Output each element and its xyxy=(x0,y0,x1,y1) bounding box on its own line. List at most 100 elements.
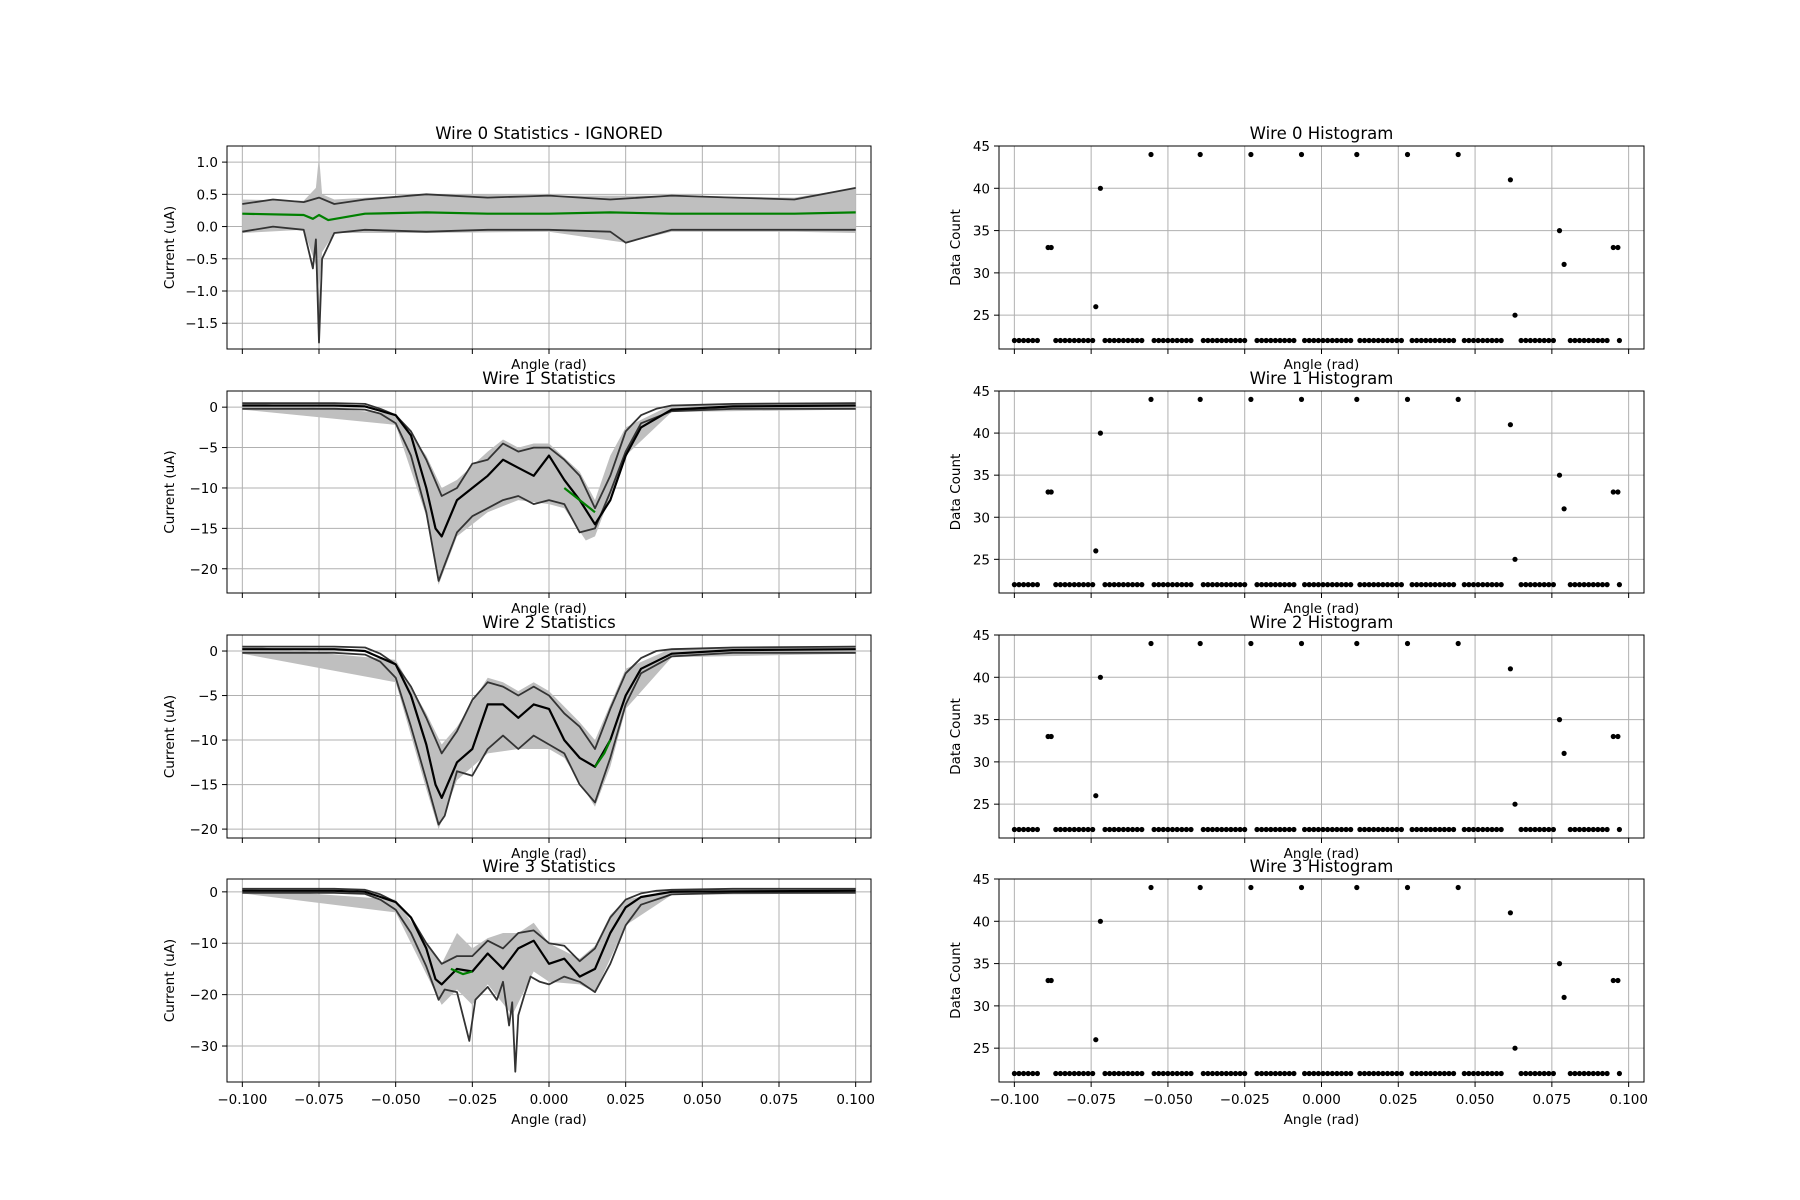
data-point xyxy=(1048,244,1054,251)
data-point xyxy=(1302,582,1308,588)
y-axis-label: Current (uA) xyxy=(162,939,178,1022)
data-point xyxy=(1228,582,1234,588)
x-tick-label: 0.050 xyxy=(683,1092,722,1108)
series-line-mean xyxy=(242,889,856,986)
y-tick-label: 35 xyxy=(973,224,990,240)
data-point xyxy=(1338,337,1345,344)
y-axis-label: Data Count xyxy=(948,209,964,286)
data-point xyxy=(1604,1070,1610,1077)
plot-area xyxy=(1011,884,1622,1077)
data-point xyxy=(1062,337,1068,344)
data-point xyxy=(1375,826,1381,833)
x-axis-label: Angle (rad) xyxy=(511,846,587,862)
data-point xyxy=(1134,826,1140,833)
data-point xyxy=(1320,337,1326,344)
data-point xyxy=(1432,1070,1438,1077)
data-point xyxy=(1455,396,1461,402)
x-tick-label: 0.075 xyxy=(760,1092,799,1108)
data-point xyxy=(1532,1070,1538,1077)
data-point xyxy=(1200,1070,1206,1077)
data-point xyxy=(1498,582,1504,588)
data-point xyxy=(1125,1070,1131,1077)
data-point xyxy=(1590,826,1596,833)
data-point xyxy=(1306,826,1312,833)
data-point xyxy=(1361,337,1368,344)
data-point xyxy=(1404,396,1411,402)
data-point xyxy=(1030,826,1036,833)
data-point xyxy=(1556,717,1563,723)
data-point xyxy=(1599,1070,1606,1077)
series-line-lower xyxy=(242,225,856,344)
data-point xyxy=(1427,826,1434,833)
data-point xyxy=(1298,884,1305,891)
y-axis-label: Data Count xyxy=(948,942,964,1019)
data-point xyxy=(1334,1070,1340,1077)
data-point xyxy=(1546,1070,1552,1077)
data-point xyxy=(1556,228,1563,234)
x-tick-label: −0.075 xyxy=(294,1092,344,1108)
data-point xyxy=(1466,582,1472,588)
y-tick-label: 0.0 xyxy=(197,220,218,236)
data-point xyxy=(1298,396,1305,402)
data-point xyxy=(1610,733,1616,740)
data-point xyxy=(1025,1070,1031,1077)
data-point xyxy=(1394,582,1400,588)
data-point xyxy=(1576,1070,1583,1077)
data-point xyxy=(1446,337,1452,344)
data-point xyxy=(1586,1070,1592,1077)
data-point xyxy=(1466,1070,1472,1077)
y-tick-label: 45 xyxy=(973,628,990,644)
data-point xyxy=(1219,826,1225,833)
data-point xyxy=(1102,826,1108,833)
series-line-mean xyxy=(242,648,856,800)
data-point xyxy=(1354,640,1360,647)
x-tick-label: 0.000 xyxy=(1302,1092,1341,1108)
y-tick-label: −20 xyxy=(190,988,219,1004)
data-point xyxy=(1432,582,1438,588)
data-point xyxy=(1223,826,1229,833)
y-tick-label: −10 xyxy=(190,733,219,749)
data-point xyxy=(1062,826,1068,833)
data-point xyxy=(1348,582,1354,588)
y-tick-label: −20 xyxy=(190,562,219,578)
data-point xyxy=(1441,582,1447,588)
data-point xyxy=(1116,337,1122,344)
data-point xyxy=(1494,582,1500,588)
data-point xyxy=(1174,337,1180,344)
data-point xyxy=(1334,337,1340,344)
data-point xyxy=(1111,582,1117,588)
y-tick-label: −15 xyxy=(190,778,219,794)
data-point xyxy=(1576,826,1583,833)
data-point xyxy=(1160,826,1166,833)
data-point xyxy=(1441,826,1447,833)
data-point xyxy=(1097,674,1103,680)
data-point xyxy=(1232,337,1239,344)
data-point xyxy=(1518,826,1524,833)
data-point xyxy=(1354,151,1360,158)
data-point xyxy=(1205,826,1211,833)
data-point xyxy=(1282,337,1288,344)
data-point xyxy=(1357,337,1363,344)
data-point xyxy=(1546,582,1552,588)
y-tick-label: 45 xyxy=(973,872,990,888)
data-point xyxy=(1423,826,1429,833)
data-point xyxy=(1209,582,1216,588)
data-point xyxy=(1076,337,1082,344)
data-point xyxy=(1034,582,1040,588)
data-point xyxy=(1527,826,1533,833)
data-point xyxy=(1546,337,1552,344)
data-point xyxy=(1527,337,1533,344)
data-point xyxy=(1197,151,1203,158)
plot-area xyxy=(1011,151,1622,344)
data-point xyxy=(1268,1070,1274,1077)
data-point xyxy=(1085,826,1091,833)
data-point xyxy=(1228,826,1234,833)
y-axis-label: Data Count xyxy=(948,698,964,775)
data-point xyxy=(1437,826,1443,833)
data-point xyxy=(1025,337,1031,344)
data-point xyxy=(1248,640,1254,647)
data-point xyxy=(1437,1070,1443,1077)
data-point xyxy=(1466,337,1472,344)
data-point xyxy=(1480,582,1486,588)
data-point xyxy=(1071,1070,1077,1077)
